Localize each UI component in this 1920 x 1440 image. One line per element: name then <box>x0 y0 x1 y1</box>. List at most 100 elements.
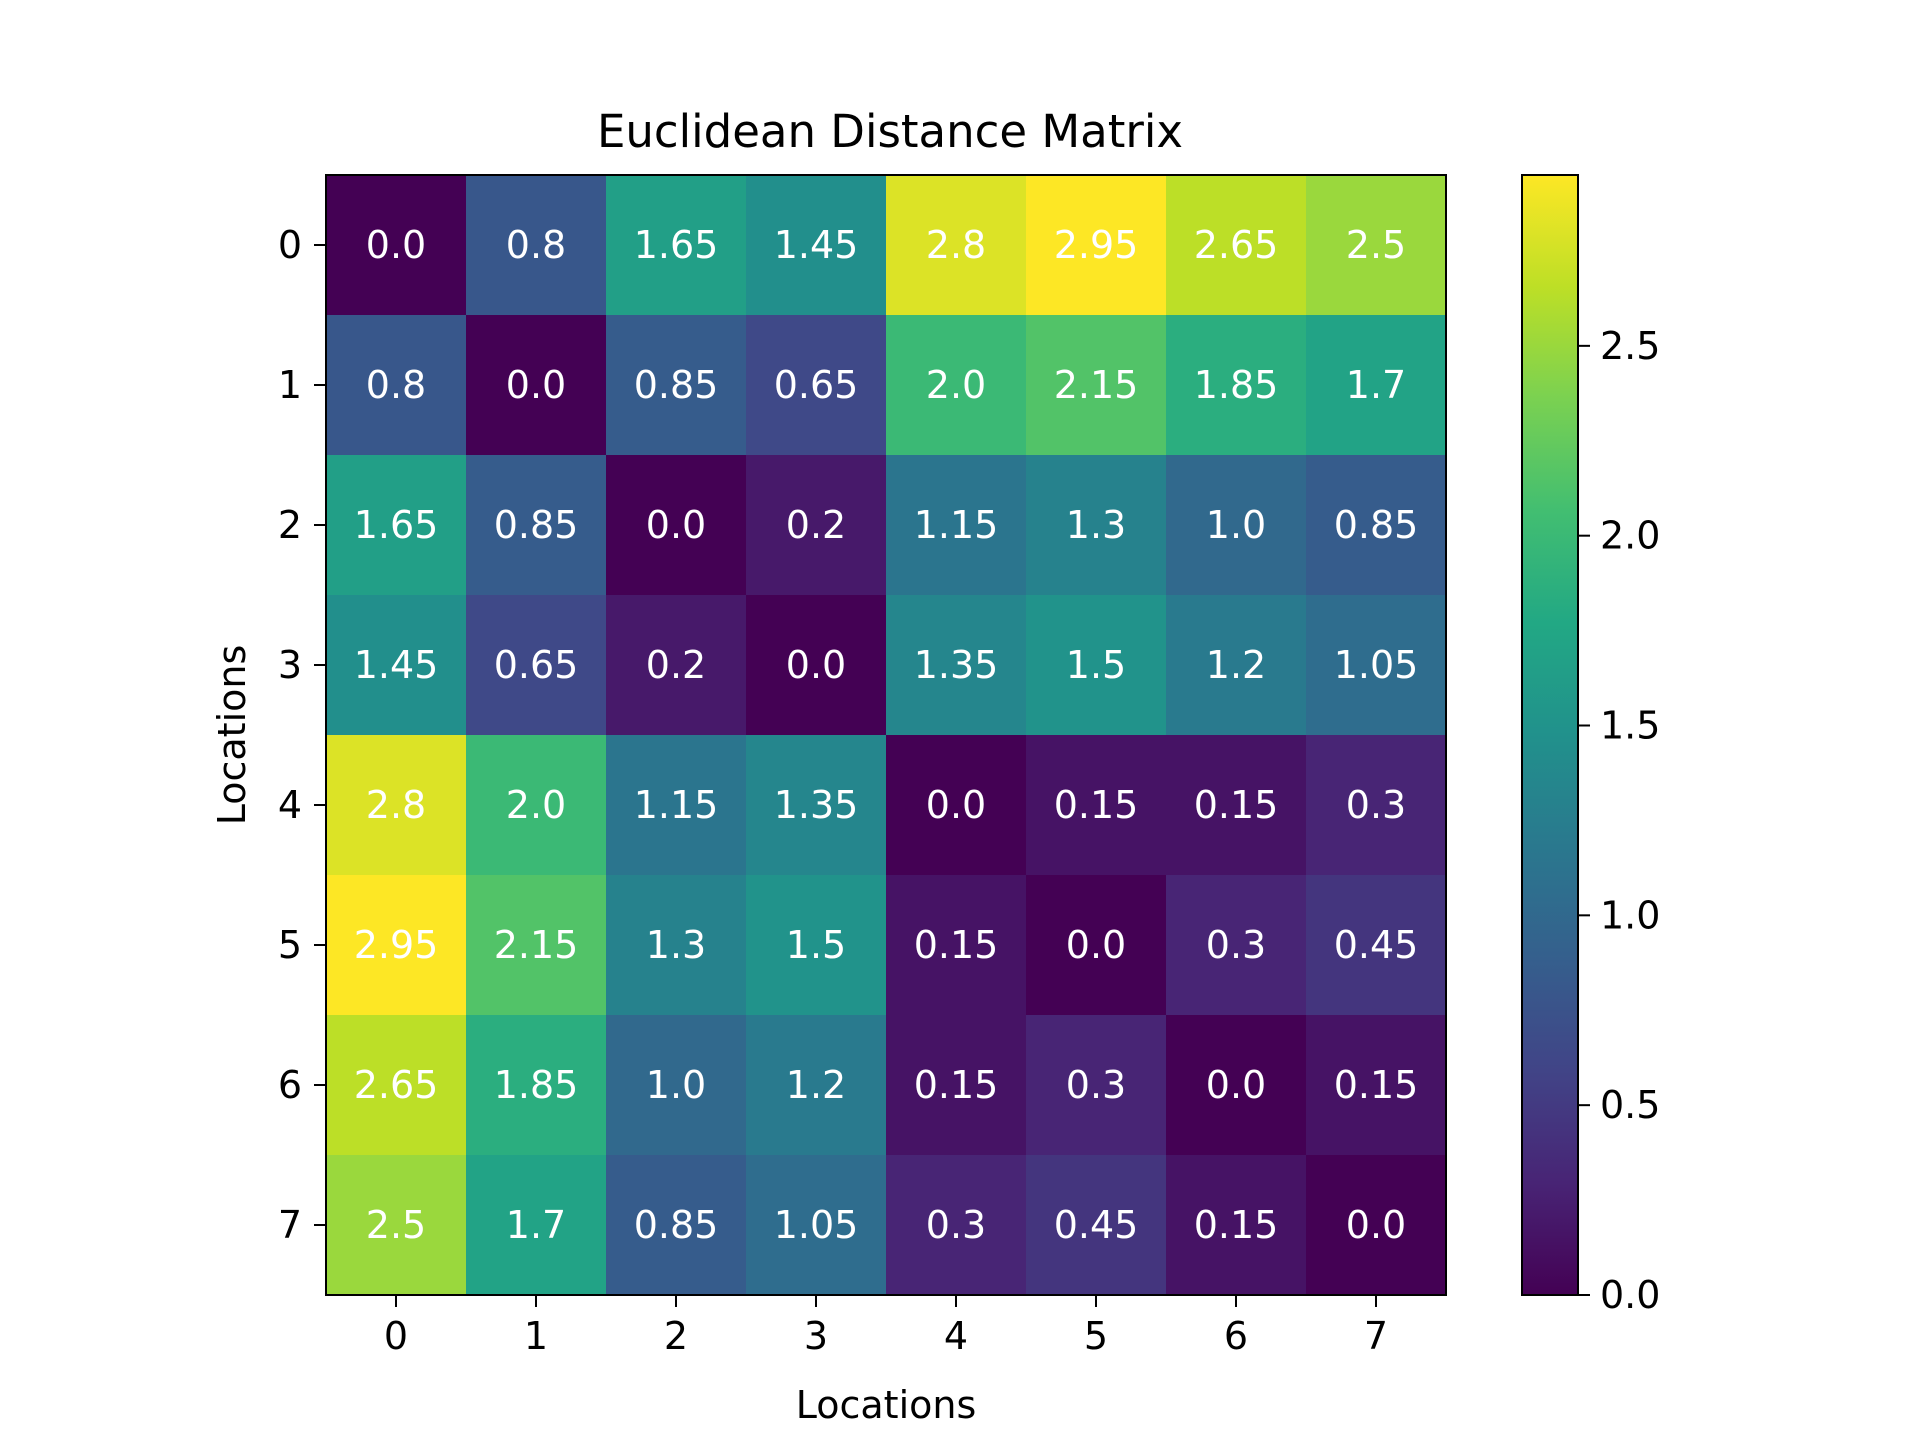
y-tick-label: 6 <box>278 1063 302 1107</box>
x-axis-label: Locations <box>796 1383 977 1427</box>
y-axis-ticks: 0 1 2 3 4 5 6 7 <box>278 223 326 1247</box>
heatmap-cell-1-0 <box>326 315 467 456</box>
heatmap-cell-7-3 <box>746 1155 887 1296</box>
cell-value-label-3-3: 0.0 <box>786 643 846 687</box>
cell-value-label-7-6: 0.15 <box>1194 1203 1279 1247</box>
cell-value-label-2-5: 1.3 <box>1066 503 1126 547</box>
heatmap-cell-6-5 <box>1026 1015 1167 1156</box>
cell-value-label-7-2: 0.85 <box>634 1203 719 1247</box>
cell-value-label-1-1: 0.0 <box>506 363 566 407</box>
heatmap-cell-5-5 <box>1026 875 1167 1016</box>
cell-value-label-0-2: 1.65 <box>634 223 719 267</box>
cell-value-label-5-3: 1.5 <box>786 923 846 967</box>
heatmap-cell-3-7 <box>1306 595 1447 736</box>
heatmap-cell-5-3 <box>746 875 887 1016</box>
heatmap-cell-3-4 <box>886 595 1027 736</box>
heatmap-cell-1-2 <box>606 315 747 456</box>
heatmap-cell-3-0 <box>326 595 467 736</box>
cell-value-label-2-3: 0.2 <box>786 503 846 547</box>
heatmap-cell-7-2 <box>606 1155 747 1296</box>
cell-value-label-6-7: 0.15 <box>1334 1063 1419 1107</box>
cell-value-label-3-2: 0.2 <box>646 643 706 687</box>
heatmap-cell-7-5 <box>1026 1155 1167 1296</box>
cell-value-label-5-2: 1.3 <box>646 923 706 967</box>
cell-value-label-2-4: 1.15 <box>914 503 999 547</box>
cell-value-label-4-1: 2.0 <box>506 783 566 827</box>
cell-value-label-6-3: 1.2 <box>786 1063 846 1107</box>
heatmap-cell-0-7 <box>1306 175 1447 316</box>
heatmap-cell-6-1 <box>466 1015 607 1156</box>
colorbar-scale <box>1521 174 1579 1296</box>
cell-value-label-3-4: 1.35 <box>914 643 999 687</box>
heatmap-cell-2-7 <box>1306 455 1447 596</box>
heatmap-cell-3-2 <box>606 595 747 736</box>
heatmap-cell-1-7 <box>1306 315 1447 456</box>
x-tick-label: 7 <box>1364 1314 1388 1358</box>
heatmap-cell-4-7 <box>1306 735 1447 876</box>
heatmap-cell-0-0 <box>326 175 467 316</box>
heatmap-cell-1-6 <box>1166 315 1307 456</box>
heatmap-cell-5-4 <box>886 875 1027 1016</box>
heatmap-cell-5-2 <box>606 875 747 1016</box>
heatmap-cell-2-2 <box>606 455 747 596</box>
heatmap-cell-7-4 <box>886 1155 1027 1296</box>
cell-value-label-5-0: 2.95 <box>354 923 439 967</box>
colorbar-tick-label: 1.5 <box>1600 704 1660 748</box>
heatmap-cell-6-4 <box>886 1015 1027 1156</box>
heatmap-cell-6-7 <box>1306 1015 1447 1156</box>
cell-value-label-0-4: 2.8 <box>926 223 986 267</box>
heatmap-cell-5-0 <box>326 875 467 1016</box>
cell-value-label-3-5: 1.5 <box>1066 643 1126 687</box>
heatmap-cell-4-3 <box>746 735 887 876</box>
y-tick-label: 7 <box>278 1203 302 1247</box>
cell-value-label-0-6: 2.65 <box>1194 223 1279 267</box>
colorbar-tick-label: 2.5 <box>1600 324 1660 368</box>
heatmap-cell-1-3 <box>746 315 887 456</box>
cell-value-label-1-7: 1.7 <box>1346 363 1406 407</box>
cell-value-label-7-0: 2.5 <box>366 1203 426 1247</box>
heatmap-cell-7-6 <box>1166 1155 1307 1296</box>
cell-value-label-7-5: 0.45 <box>1054 1203 1139 1247</box>
heatmap-cell-1-4 <box>886 315 1027 456</box>
colorbar-tick-label: 1.0 <box>1600 893 1660 937</box>
cell-value-label-4-7: 0.3 <box>1346 783 1406 827</box>
heatmap-cell-3-1 <box>466 595 607 736</box>
heatmap-cell-6-2 <box>606 1015 747 1156</box>
heatmap-cell-5-6 <box>1166 875 1307 1016</box>
cell-value-label-5-7: 0.45 <box>1334 923 1419 967</box>
cell-value-label-2-7: 0.85 <box>1334 503 1419 547</box>
y-tick-label: 4 <box>278 783 302 827</box>
colorbar-tick-label: 0.0 <box>1600 1273 1660 1317</box>
cell-value-label-0-3: 1.45 <box>774 223 859 267</box>
cell-value-label-3-6: 1.2 <box>1206 643 1266 687</box>
y-tick-label: 2 <box>278 503 302 547</box>
cell-value-label-2-0: 1.65 <box>354 503 439 547</box>
cell-value-label-4-6: 0.15 <box>1194 783 1279 827</box>
heatmap-cell-2-3 <box>746 455 887 596</box>
cell-value-label-1-5: 2.15 <box>1054 363 1139 407</box>
cell-value-label-4-0: 2.8 <box>366 783 426 827</box>
chart-title: Euclidean Distance Matrix <box>597 105 1183 158</box>
heatmap-cells <box>326 175 1447 1296</box>
cell-value-label-6-2: 1.0 <box>646 1063 706 1107</box>
cell-value-label-1-2: 0.85 <box>634 363 719 407</box>
heatmap-cell-4-6 <box>1166 735 1307 876</box>
colorbar-ticks: 0.0 0.5 1.0 1.5 2.0 2.5 <box>1578 324 1660 1317</box>
cell-value-label-1-4: 2.0 <box>926 363 986 407</box>
cell-value-label-6-1: 1.85 <box>494 1063 579 1107</box>
cell-value-label-5-1: 2.15 <box>494 923 579 967</box>
y-tick-label: 3 <box>278 643 302 687</box>
heatmap-cell-0-6 <box>1166 175 1307 316</box>
x-tick-label: 5 <box>1084 1314 1108 1358</box>
cell-value-label-0-1: 0.8 <box>506 223 566 267</box>
heatmap-cell-4-0 <box>326 735 467 876</box>
x-tick-label: 1 <box>524 1314 548 1358</box>
cell-value-label-5-5: 0.0 <box>1066 923 1126 967</box>
heatmap-cell-4-4 <box>886 735 1027 876</box>
cell-value-label-1-0: 0.8 <box>366 363 426 407</box>
cell-value-label-3-0: 1.45 <box>354 643 439 687</box>
x-tick-label: 4 <box>944 1314 968 1358</box>
heatmap-cell-0-2 <box>606 175 747 316</box>
cell-value-label-2-1: 0.85 <box>494 503 579 547</box>
